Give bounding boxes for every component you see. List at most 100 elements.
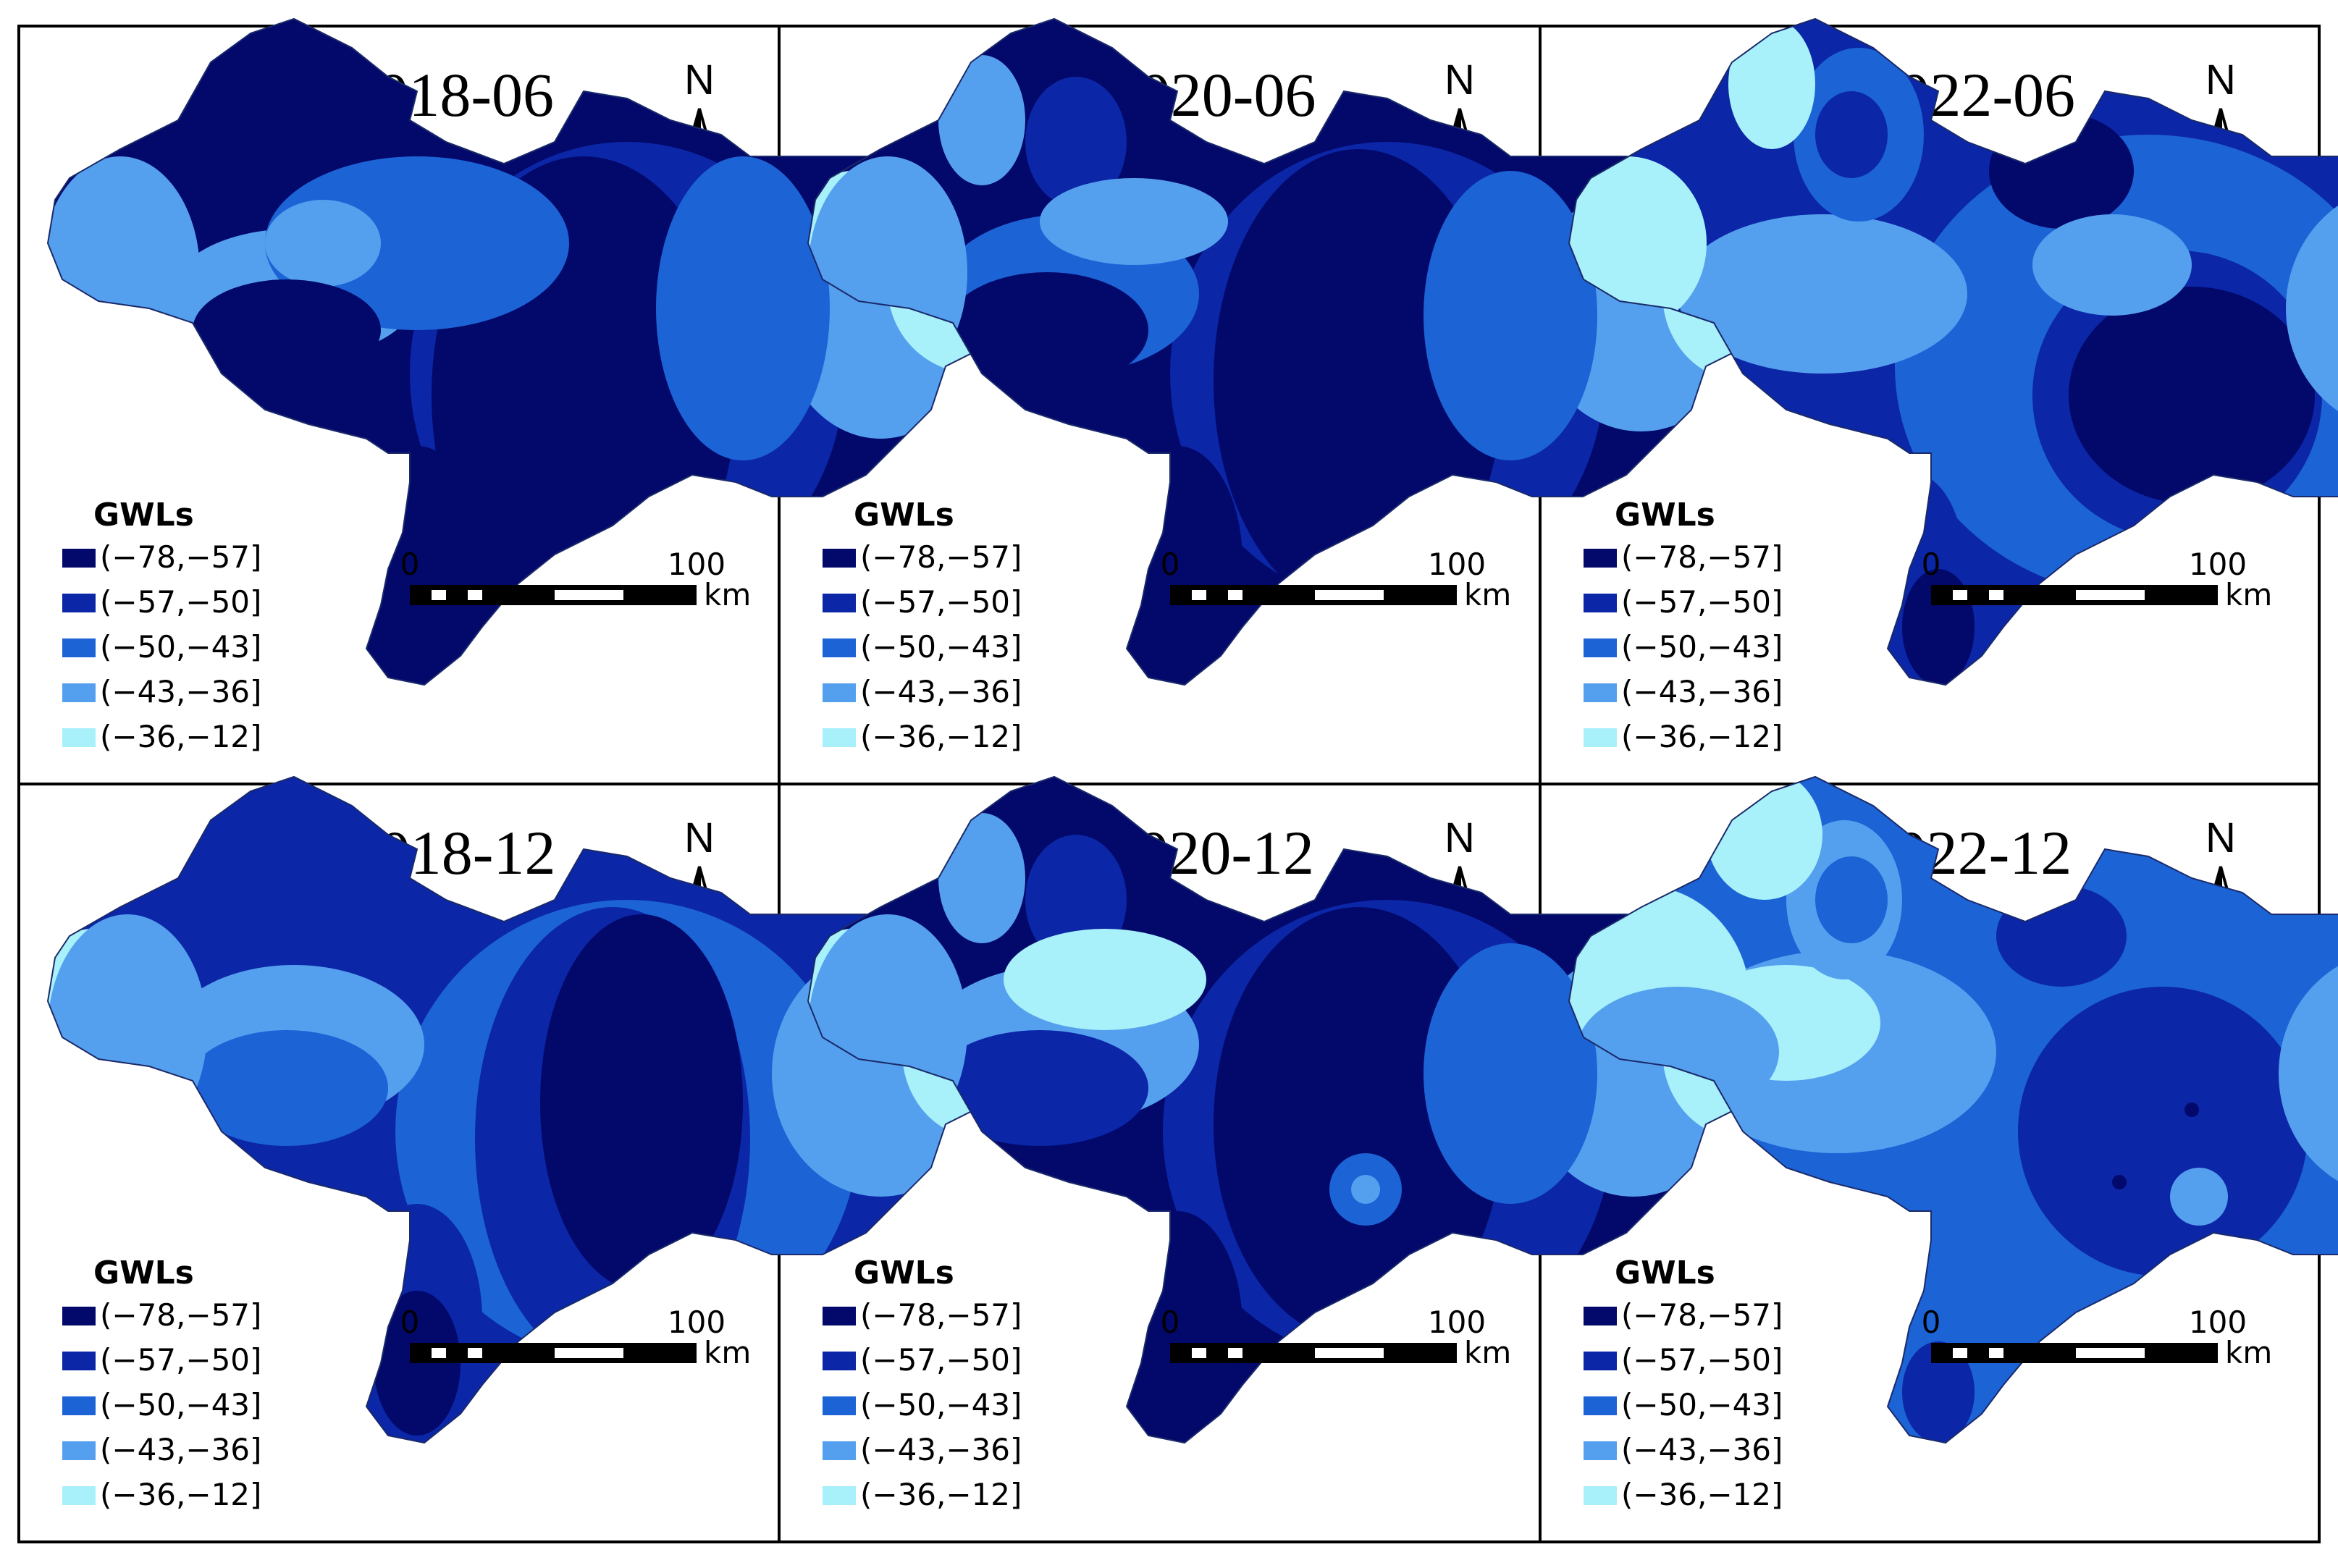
scale-unit-label: km — [2225, 577, 2272, 612]
legend-label: (−36,−12] — [100, 1477, 261, 1512]
legend-swatch — [823, 728, 856, 747]
gwl-zone — [540, 914, 743, 1291]
legend-label: (−57,−50] — [100, 584, 261, 620]
legend-label: (−78,−57] — [100, 1297, 261, 1333]
legend: GWLs (−78,−57] (−57,−50] (−50,−43] (−43,−36]… — [1584, 497, 1783, 754]
scale-bar-segment — [2076, 1348, 2145, 1358]
gwl-zone — [258, 827, 374, 972]
gwl-zone — [1004, 929, 1206, 1030]
legend-label: (−57,−50] — [860, 584, 1022, 620]
gwl-zone — [656, 156, 830, 460]
legend-label: (−57,−50] — [1621, 584, 1783, 620]
scale-bar-segment — [432, 1348, 446, 1358]
gwl-zone — [1815, 91, 1888, 178]
legend: GWLs (−78,−57] (−57,−50] (−50,−43] (−43,−36]… — [62, 1255, 261, 1512]
scale-unit-label: km — [704, 1335, 751, 1370]
gwl-zone — [1025, 77, 1127, 207]
legend-swatch — [823, 1307, 856, 1325]
north-label: N — [684, 56, 715, 104]
scale-end-label: 100 — [2189, 1304, 2247, 1340]
scale-bar-segment — [1192, 590, 1206, 600]
legend-swatch — [62, 549, 96, 568]
scale-bar-segment — [1315, 1348, 1384, 1358]
scale-bar-body — [1931, 1343, 2218, 1363]
legend-swatch — [1584, 638, 1617, 657]
legend-swatch — [62, 1486, 96, 1505]
legend-swatch — [1584, 1352, 1617, 1370]
legend-swatch — [823, 1486, 856, 1505]
legend-title: GWLs — [854, 497, 954, 534]
gwl-zone — [2170, 1168, 2228, 1226]
legend-label: (−50,−43] — [860, 629, 1022, 665]
legend-title: GWLs — [1615, 1255, 1715, 1291]
legend-swatch — [1584, 594, 1617, 612]
scale-start-label: 0 — [400, 1304, 420, 1340]
gwl-zone — [1214, 907, 1503, 1341]
north-label: N — [684, 814, 715, 861]
scale-bar-body — [1170, 1343, 1457, 1363]
legend-label: (−36,−12] — [1621, 1477, 1783, 1512]
legend-swatch — [62, 638, 96, 657]
legend: GWLs (−78,−57] (−57,−50] (−50,−43] (−43,−36]… — [1584, 1255, 1783, 1512]
scale-bar-segment — [1989, 590, 2003, 600]
legend-swatch — [823, 1396, 856, 1415]
gwl-zone — [2018, 987, 2308, 1276]
legend-swatch — [823, 683, 856, 702]
legend-swatch — [1584, 683, 1617, 702]
gwl-zone — [2112, 1175, 2127, 1189]
gwl-zone — [265, 200, 381, 287]
gwl-zone — [193, 279, 381, 381]
scale-end-label: 100 — [668, 547, 726, 582]
scale-unit-label: km — [2225, 1335, 2272, 1370]
legend-label: (−50,−43] — [1621, 629, 1783, 665]
scale-unit-label: km — [704, 577, 751, 612]
scale-end-label: 100 — [1428, 1304, 1486, 1340]
legend-swatch — [62, 1352, 96, 1370]
legend-title: GWLs — [93, 1255, 194, 1291]
legend-label: (−43,−36] — [860, 674, 1022, 709]
legend-swatch — [1584, 728, 1617, 747]
legend: GWLs (−78,−57] (−57,−50] (−50,−43] (−43,−36]… — [62, 497, 261, 754]
legend-swatch — [823, 594, 856, 612]
north-label: N — [2205, 56, 2236, 104]
legend-label: (−78,−57] — [1621, 1297, 1783, 1333]
legend-label: (−50,−43] — [100, 629, 261, 665]
north-label: N — [1445, 56, 1475, 104]
gwl-zone — [1424, 943, 1597, 1204]
legend-label: (−43,−36] — [1621, 674, 1783, 709]
gwl-zone — [1040, 178, 1228, 265]
scale-start-label: 0 — [1161, 547, 1180, 582]
scale-start-label: 0 — [400, 547, 420, 582]
gwl-zone — [2184, 1103, 2199, 1117]
legend-label: (−36,−12] — [860, 1477, 1022, 1512]
scale-end-label: 100 — [2189, 547, 2247, 582]
legend-swatch — [62, 728, 96, 747]
legend-swatch — [62, 1441, 96, 1460]
legend-swatch — [1584, 549, 1617, 568]
gwl-zone — [1424, 171, 1597, 460]
scale-unit-label: km — [1464, 577, 1511, 612]
scale-end-label: 100 — [1428, 547, 1486, 582]
scale-bar-segment — [468, 1348, 482, 1358]
north-label: N — [1445, 814, 1475, 861]
scale-bar-body — [410, 585, 697, 605]
legend-label: (−36,−12] — [100, 719, 261, 754]
legend-title: GWLs — [1615, 497, 1715, 534]
legend-label: (−50,−43] — [100, 1387, 261, 1422]
legend-label: (−43,−36] — [100, 674, 261, 709]
gwl-zone — [1902, 1341, 1975, 1443]
legend-swatch — [1584, 1307, 1617, 1325]
gwl-zone — [938, 55, 1025, 185]
legend-title: GWLs — [854, 1255, 954, 1291]
legend-label: (−50,−43] — [860, 1387, 1022, 1422]
north-label: N — [2205, 814, 2236, 861]
legend-label: (−36,−12] — [860, 719, 1022, 754]
legend: GWLs (−78,−57] (−57,−50] (−50,−43] (−43,−36]… — [823, 1255, 1022, 1512]
scale-bar-segment — [1192, 1348, 1206, 1358]
scale-bar-segment — [1228, 590, 1242, 600]
